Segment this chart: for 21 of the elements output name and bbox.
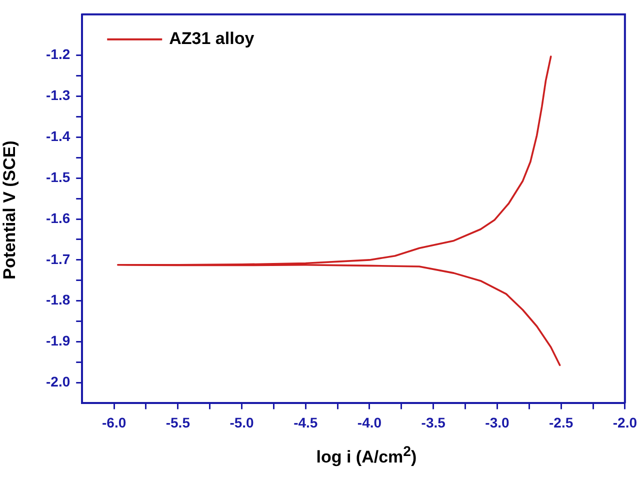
legend-label: AZ31 alloy bbox=[169, 29, 255, 48]
y-tick-label: -1.2 bbox=[46, 46, 70, 62]
x-tick-label: -2.0 bbox=[612, 414, 638, 430]
x-axis-title: log i (A/cm$^{2}$) bbox=[315, 444, 418, 468]
x-tick-label: -3.5 bbox=[421, 414, 446, 430]
x-tick-label: -6.0 bbox=[102, 414, 126, 430]
y-tick-label: -1.6 bbox=[46, 210, 70, 226]
y-tick-label: -1.9 bbox=[46, 332, 70, 349]
x-tick-label: -4.0 bbox=[357, 414, 382, 430]
x-tick-label: -5.0 bbox=[230, 414, 254, 430]
y-tick-label: -1.3 bbox=[46, 87, 70, 104]
y-tick-label: -1.5 bbox=[46, 168, 70, 185]
y-tick-label: -1.7 bbox=[46, 250, 70, 267]
y-axis-title: Potential V (SCE) bbox=[0, 140, 20, 282]
x-tick-label: -2.5 bbox=[549, 414, 574, 430]
x-tick-label: -4.5 bbox=[294, 414, 318, 430]
x-tick-label: -5.5 bbox=[166, 414, 190, 430]
y-tick-label: -1.4 bbox=[46, 128, 70, 144]
y-tick-label: -2.0 bbox=[46, 374, 70, 390]
y-tick-label: -1.8 bbox=[46, 292, 70, 308]
x-tick-label: -3.0 bbox=[485, 414, 510, 430]
